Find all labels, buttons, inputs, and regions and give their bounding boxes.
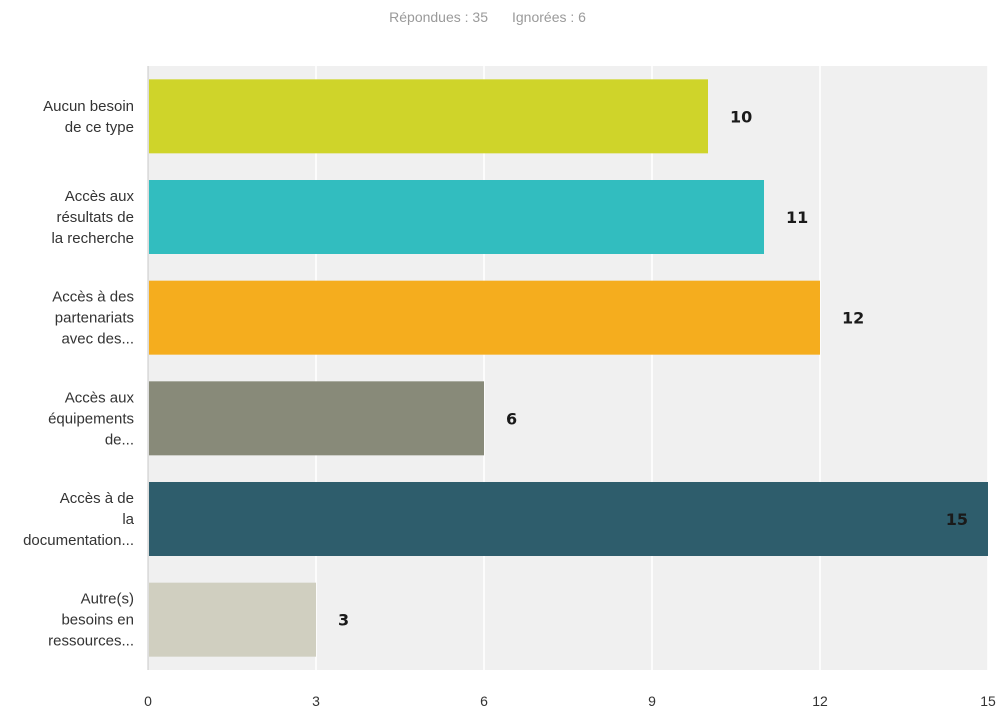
category-label-line: partenariats	[55, 310, 134, 327]
x-tick-label: 15	[980, 693, 996, 709]
category-label: Accès à de la documentation...	[23, 490, 135, 549]
category-label-line: Accès aux	[65, 389, 135, 406]
category-label-line: Accès à des	[52, 289, 134, 306]
x-tick-label: 0	[144, 693, 152, 709]
category-labels: Aucun besoin de ce type Accès aux résultats…	[23, 98, 135, 650]
bar[interactable]	[149, 482, 988, 556]
value-label: 3	[338, 611, 349, 630]
category-label-line: équipements	[48, 410, 134, 427]
bar[interactable]	[149, 180, 764, 254]
bars	[149, 79, 988, 657]
category-label-line: de...	[105, 431, 134, 448]
category-label: Aucun besoin de ce type	[43, 98, 134, 136]
category-label-line: Autre(s)	[81, 591, 134, 608]
category-label: Accès aux équipements de...	[48, 389, 134, 448]
category-label-line: documentation...	[23, 532, 134, 549]
value-label: 10	[730, 107, 752, 126]
answered-count: Répondues : 35	[389, 9, 488, 25]
bar[interactable]	[149, 79, 708, 154]
value-label: 12	[842, 309, 864, 328]
category-label-line: Accès à de	[60, 490, 134, 507]
category-label: Accès aux résultats de la recherche	[51, 188, 134, 247]
category-label-line: ressources...	[48, 633, 134, 650]
x-tick-label: 9	[648, 693, 656, 709]
category-label: Autre(s) besoins en ressources...	[48, 591, 134, 650]
category-label-line: Accès aux	[65, 188, 135, 205]
category-label-line: de ce type	[65, 119, 134, 136]
x-tick-label: 12	[812, 693, 828, 709]
category-label: Accès à des partenariats avec des...	[52, 289, 134, 348]
skipped-count: Ignorées : 6	[512, 9, 586, 25]
plot-background	[148, 66, 988, 670]
x-tick-label: 6	[480, 693, 488, 709]
category-label-line: Aucun besoin	[43, 98, 134, 115]
value-label: 11	[786, 208, 808, 227]
bar[interactable]	[149, 381, 484, 456]
grid-lines	[147, 66, 989, 670]
category-label-line: avec des...	[61, 331, 134, 348]
bar[interactable]	[149, 280, 820, 355]
value-label: 6	[506, 409, 517, 428]
bar[interactable]	[149, 582, 316, 657]
x-axis-ticks: 0 3 6 9 12 15	[144, 693, 996, 709]
category-label-line: la	[122, 511, 134, 528]
value-labels: 10 11 12 6 15 3	[338, 107, 968, 629]
category-label-line: résultats de	[56, 209, 134, 226]
category-label-line: la recherche	[51, 230, 134, 247]
category-label-line: besoins en	[61, 612, 134, 629]
x-tick-label: 3	[312, 693, 320, 709]
value-label: 15	[946, 510, 968, 529]
